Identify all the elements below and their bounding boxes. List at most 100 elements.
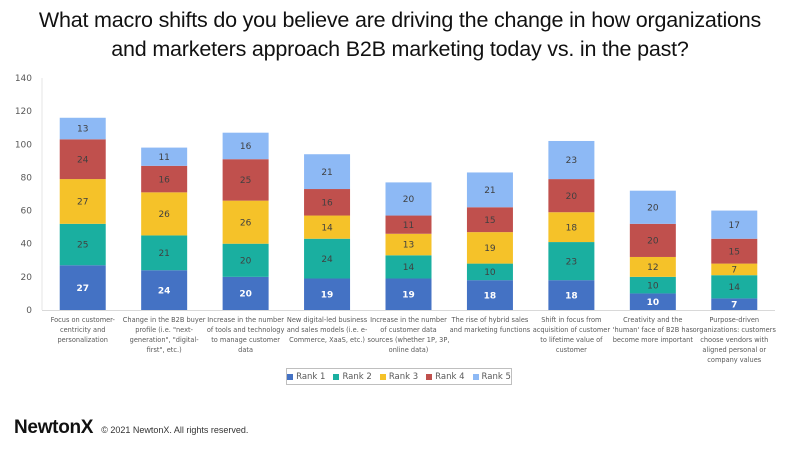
bar-segment-rank-5 [548, 140, 595, 180]
bar-segment-rank-1 [711, 298, 758, 310]
y-tick-label: 120 [15, 107, 32, 117]
x-tick-label-line: personalization [57, 336, 108, 344]
bar-segment-rank-3 [141, 192, 188, 236]
x-tick-label-line: aligned personal or [702, 346, 767, 354]
bar-segment-rank-2 [222, 243, 269, 277]
bar-segment-rank-5 [385, 182, 432, 216]
x-tick-label: Creativity and the 'human' face of B2B ha… [603, 315, 703, 345]
y-tick-label: 40 [21, 240, 33, 250]
data-label-rank-1: 20 [239, 290, 252, 300]
legend-label: Rank 4 [435, 371, 465, 382]
bar-segment-rank-3 [385, 233, 432, 256]
x-tick-label-line: first", etc.) [146, 346, 182, 354]
data-label-rank-5: 21 [484, 186, 495, 196]
data-label-rank-4: 20 [566, 192, 578, 202]
bar-segment-rank-4 [385, 215, 432, 234]
x-tick-label-line: and marketing functions [449, 326, 531, 334]
bar-segment-rank-3 [59, 179, 106, 224]
bar-segment-rank-5 [304, 154, 351, 190]
x-tick-label-line: New digital-led business [286, 316, 368, 324]
x-tick-label: Focus on customer-centricity and personal… [33, 315, 133, 345]
bar-segment-rank-3 [466, 232, 513, 264]
x-tick-label-line: Change in the B2B buyer [122, 316, 206, 324]
legend-label: Rank 2 [342, 371, 372, 382]
data-label-rank-5: 20 [403, 195, 415, 205]
bar-segment-rank-2 [304, 238, 351, 279]
bar-segment-rank-1 [222, 276, 269, 310]
data-label-rank-2: 14 [729, 283, 741, 293]
bar-segment-rank-3 [548, 212, 595, 243]
x-tick-label-line: Shift in focus from [541, 316, 602, 324]
bar-segment-rank-5 [59, 117, 106, 140]
bar-segment-rank-1 [141, 270, 188, 310]
bar-segment-rank-3 [222, 200, 269, 244]
footer: NewtonX © 2021 NewtonX. All rights reser… [14, 417, 248, 439]
x-tick-label-line: Purpose-driven [709, 316, 760, 324]
x-tick-label-line: customer [555, 346, 587, 354]
data-label-rank-3: 7 [731, 266, 737, 276]
data-label-rank-2: 23 [566, 257, 577, 267]
y-tick-label: 60 [21, 207, 33, 217]
bar-segment-rank-5 [629, 190, 676, 224]
bar-segment-rank-2 [548, 242, 595, 281]
x-tick-label-line: organizations: customers [692, 326, 776, 334]
bar-segment-rank-3 [629, 256, 676, 277]
x-tick-label-line: to lifetime value of [540, 336, 603, 344]
data-label-rank-1: 24 [158, 286, 171, 296]
x-tick-label-line: Increase in the number [370, 316, 447, 324]
data-label-rank-2: 14 [403, 263, 415, 273]
bar-segment-rank-1 [629, 293, 676, 310]
x-tick-label-line: centricity and [60, 326, 106, 334]
chart-title-line-2: and marketers approach B2B marketing tod… [111, 37, 689, 61]
data-label-rank-4: 15 [729, 247, 740, 257]
chart-title-line-1: What macro shifts do you believe are dri… [38, 8, 762, 32]
x-tick-label-line: become more important [612, 336, 693, 344]
data-label-rank-2: 25 [77, 241, 88, 251]
bar-segment-rank-4 [548, 179, 595, 213]
y-tick-label: 100 [15, 140, 32, 150]
x-tick-label-line: of tools and technology [206, 326, 285, 334]
data-label-rank-3: 18 [566, 223, 578, 233]
x-tick-label-line: to manage customer [211, 336, 280, 344]
x-tick-label-line: and sales models (i.e. e- [286, 326, 368, 334]
data-label-rank-1: 27 [76, 284, 89, 294]
x-tick-label-line: company values [707, 356, 762, 364]
bar-segment-rank-1 [548, 280, 595, 310]
y-tick-label: 80 [21, 173, 33, 183]
legend-swatch [333, 373, 340, 380]
data-label-rank-5: 20 [647, 203, 659, 213]
chart-title: What macro shifts do you believe are dri… [0, 6, 800, 64]
bar-segment-rank-3 [304, 215, 351, 239]
data-label-rank-5: 16 [240, 142, 252, 152]
data-label-rank-2: 20 [240, 256, 252, 266]
newtonx-logo: NewtonX [14, 417, 94, 438]
data-label-rank-5: 21 [321, 168, 332, 178]
data-label-rank-3: 12 [647, 263, 658, 273]
data-label-rank-5: 11 [158, 153, 169, 163]
data-label-rank-2: 10 [484, 268, 496, 278]
x-tick-label-line: generation", "digital- [129, 336, 199, 344]
x-tick-label-line: acquisition of customer [532, 326, 611, 334]
data-label-rank-2: 10 [647, 281, 659, 291]
legend-swatch [472, 373, 479, 380]
legend-label: Rank 3 [388, 371, 419, 382]
data-label-rank-5: 23 [566, 156, 577, 166]
x-tick-label-line: profile (i.e. "next- [135, 326, 193, 334]
legend-swatch [379, 373, 386, 380]
bar-segment-rank-2 [141, 235, 188, 271]
data-label-rank-3: 26 [158, 210, 170, 220]
x-tick-label: Increase in the number of customer data so… [359, 315, 459, 355]
bar-segment-rank-2 [629, 276, 676, 294]
data-label-rank-4: 25 [240, 176, 251, 186]
bar-segment-rank-1 [59, 265, 106, 310]
x-tick-label-line: online data) [388, 346, 429, 354]
data-label-rank-1: 10 [647, 298, 660, 308]
bar-segment-rank-4 [222, 159, 269, 201]
bar-segment-rank-3 [711, 263, 758, 276]
bar-segment-rank-5 [711, 210, 758, 239]
bar-segment-rank-4 [141, 165, 188, 193]
data-label-rank-4: 16 [158, 175, 170, 185]
legend-item-rank-2: Rank 2 [333, 371, 372, 382]
x-tick-label: The rise of hybrid sales and marketing fu… [440, 315, 540, 335]
